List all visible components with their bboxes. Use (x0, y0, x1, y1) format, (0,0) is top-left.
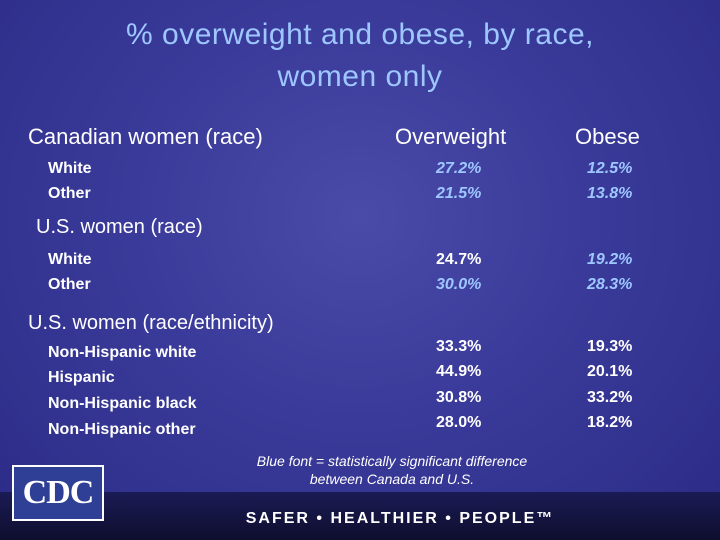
obese-value: 18.2% (587, 414, 633, 431)
overweight-value: 28.0% (436, 414, 482, 431)
header-overweight: Overweight (395, 124, 507, 149)
note-line-2: between Canada and U.S. (309, 471, 475, 487)
overweight-value: 44.9% (436, 363, 482, 380)
row-label: Non-Hispanic white (48, 344, 197, 361)
obese-value: 12.5% (587, 160, 633, 177)
cdc-logo: CDC (12, 465, 104, 521)
footer-bar (0, 492, 720, 540)
obese-value: 20.1% (587, 363, 633, 380)
row-label: Other (48, 185, 91, 202)
row-label: Hispanic (48, 369, 115, 386)
section-us-ethnicity: U.S. women (race/ethnicity) (28, 312, 274, 334)
significance-note: Blue font = statistically significant di… (180, 452, 604, 488)
overweight-value: 24.7% (436, 251, 482, 268)
row-label: Other (48, 276, 91, 293)
title-line-1: % overweight and obese, by race, (126, 18, 594, 51)
obese-value: 19.2% (587, 251, 633, 268)
overweight-value: 33.3% (436, 338, 482, 355)
overweight-value: 21.5% (436, 185, 482, 202)
overweight-value: 30.0% (436, 276, 482, 293)
overweight-value: 30.8% (436, 389, 482, 406)
row-label: Non-Hispanic black (48, 395, 197, 412)
slide-title: % overweight and obese, by race, women o… (0, 14, 720, 98)
header-obese: Obese (575, 124, 640, 149)
obese-value: 13.8% (587, 185, 633, 202)
note-line-1: Blue font = statistically significant di… (256, 453, 528, 469)
obese-value: 33.2% (587, 389, 633, 406)
obese-value: 19.3% (587, 338, 633, 355)
section-us-race: U.S. women (race) (36, 216, 203, 238)
overweight-value: 27.2% (436, 160, 482, 177)
row-label: White (48, 251, 92, 268)
row-label: Non-Hispanic other (48, 421, 196, 438)
header-canadian-women: Canadian women (race) (28, 124, 263, 149)
cdc-logo-text: CDC (22, 474, 95, 511)
title-line-2: women only (277, 60, 443, 93)
obese-value: 28.3% (587, 276, 633, 293)
row-label: White (48, 160, 92, 177)
tagline: SAFER • HEALTHIER • PEOPLE™ (245, 510, 555, 527)
